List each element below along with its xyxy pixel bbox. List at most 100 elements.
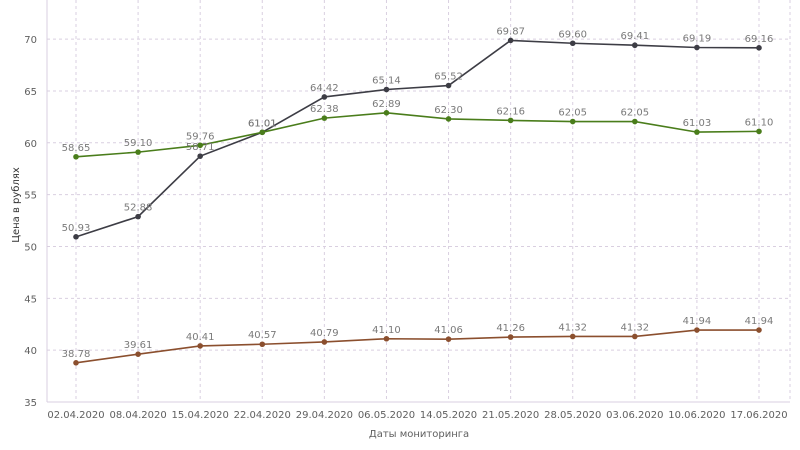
x-tick-label: 29.04.2020 [296,410,353,421]
data-point [756,45,762,51]
data-label: 69.60 [558,29,587,40]
data-point [73,153,79,160]
data-label: 52.88 [124,203,153,214]
data-label: 59.10 [124,138,153,149]
x-tick-label: 17.06.2020 [730,410,787,421]
data-point [73,360,79,366]
x-axis-label: Даты мониторинга [369,429,469,440]
data-label: 69.16 [745,34,774,45]
data-point [507,334,514,340]
data-point [632,333,638,340]
x-tick-label: 10.06.2020 [668,410,725,421]
data-point [694,129,700,135]
data-label: 69.87 [496,26,525,37]
data-label: 41.94 [683,316,712,327]
series-line [75,112,760,158]
data-label: 41.10 [372,325,401,336]
x-tick-label: 03.06.2020 [606,410,663,421]
data-label: 61.03 [683,118,712,129]
data-label: 59.76 [186,131,215,142]
data-point [135,213,141,220]
x-tick-label: 14.05.2020 [420,410,477,421]
data-label: 41.26 [496,323,525,334]
data-label: 50.93 [62,223,91,234]
data-point [321,115,328,121]
y-tick-label: 55 [24,191,37,202]
data-point [321,94,328,100]
series-line [75,39,760,238]
x-tick-label: 22.04.2020 [234,410,291,421]
data-point [756,128,762,135]
y-tick-label: 70 [24,35,37,46]
data-point [632,42,638,49]
data-label: 62.30 [434,105,463,116]
data-point [321,339,328,345]
data-point [569,40,576,47]
data-label: 40.79 [310,328,339,339]
data-label: 58.65 [62,143,91,154]
data-point [632,118,638,125]
data-label: 38.78 [62,349,91,360]
data-point [507,117,514,124]
data-point [259,129,266,136]
data-label: 62.16 [496,106,525,117]
y-tick-label: 60 [24,139,37,150]
data-label: 40.57 [248,330,277,341]
y-axis-label: Цена в рублях [11,167,22,243]
y-tick-label: 35 [24,398,37,409]
data-label: 41.06 [434,325,463,336]
data-label: 41.32 [558,322,587,333]
axes: 35 40 45 50 55 60 65 70 02.04.2020 08.04.2020 15.0… [24,35,787,421]
data-point [383,86,390,93]
series-layer [73,37,762,366]
grid [46,0,791,403]
data-label: 62.38 [310,104,339,115]
y-tick-label: 65 [24,87,37,98]
data-label: 61.01 [248,118,277,129]
x-tick-label: 28.05.2020 [544,410,601,421]
data-labels: 50.93 52.88 58.71 61.01 64.42 65.14 65.52 69.87… [62,26,774,359]
y-tick-label: 45 [24,294,37,305]
data-point [197,343,203,349]
data-label: 62.05 [620,108,649,119]
data-label: 41.94 [745,316,774,327]
data-point [73,234,79,240]
data-label: 62.05 [558,108,587,119]
data-point [569,333,576,340]
data-point [569,118,576,125]
x-tick-label: 21.05.2020 [482,410,539,421]
data-label: 41.32 [620,322,649,333]
data-point [694,327,700,333]
data-point [507,37,514,44]
x-tick-label: 08.04.2020 [109,410,166,421]
data-label: 58.71 [186,142,215,153]
data-label: 40.41 [186,332,215,343]
y-tick-label: 40 [24,346,37,357]
series-line [75,329,759,364]
data-point [445,82,452,89]
data-label: 69.41 [620,31,649,42]
data-point [694,44,700,51]
data-point [445,116,452,122]
data-label: 69.19 [683,34,712,45]
y-tick-label: 50 [24,242,37,253]
data-label: 39.61 [124,340,153,351]
x-tick-label: 06.05.2020 [358,410,415,421]
data-label: 64.42 [310,83,339,94]
data-point [135,149,141,155]
data-point [383,335,390,342]
data-point [445,336,452,342]
data-label: 65.14 [372,75,401,86]
data-point [197,142,203,149]
data-point [135,351,141,358]
data-label: 65.52 [434,72,463,83]
data-point [197,153,203,159]
x-tick-label: 15.04.2020 [172,410,229,421]
data-point [259,341,266,348]
data-label: 61.10 [745,117,774,128]
data-label: 61.01 [248,118,277,129]
data-point [756,327,762,333]
data-point [383,110,390,116]
data-label: 62.89 [372,99,401,110]
